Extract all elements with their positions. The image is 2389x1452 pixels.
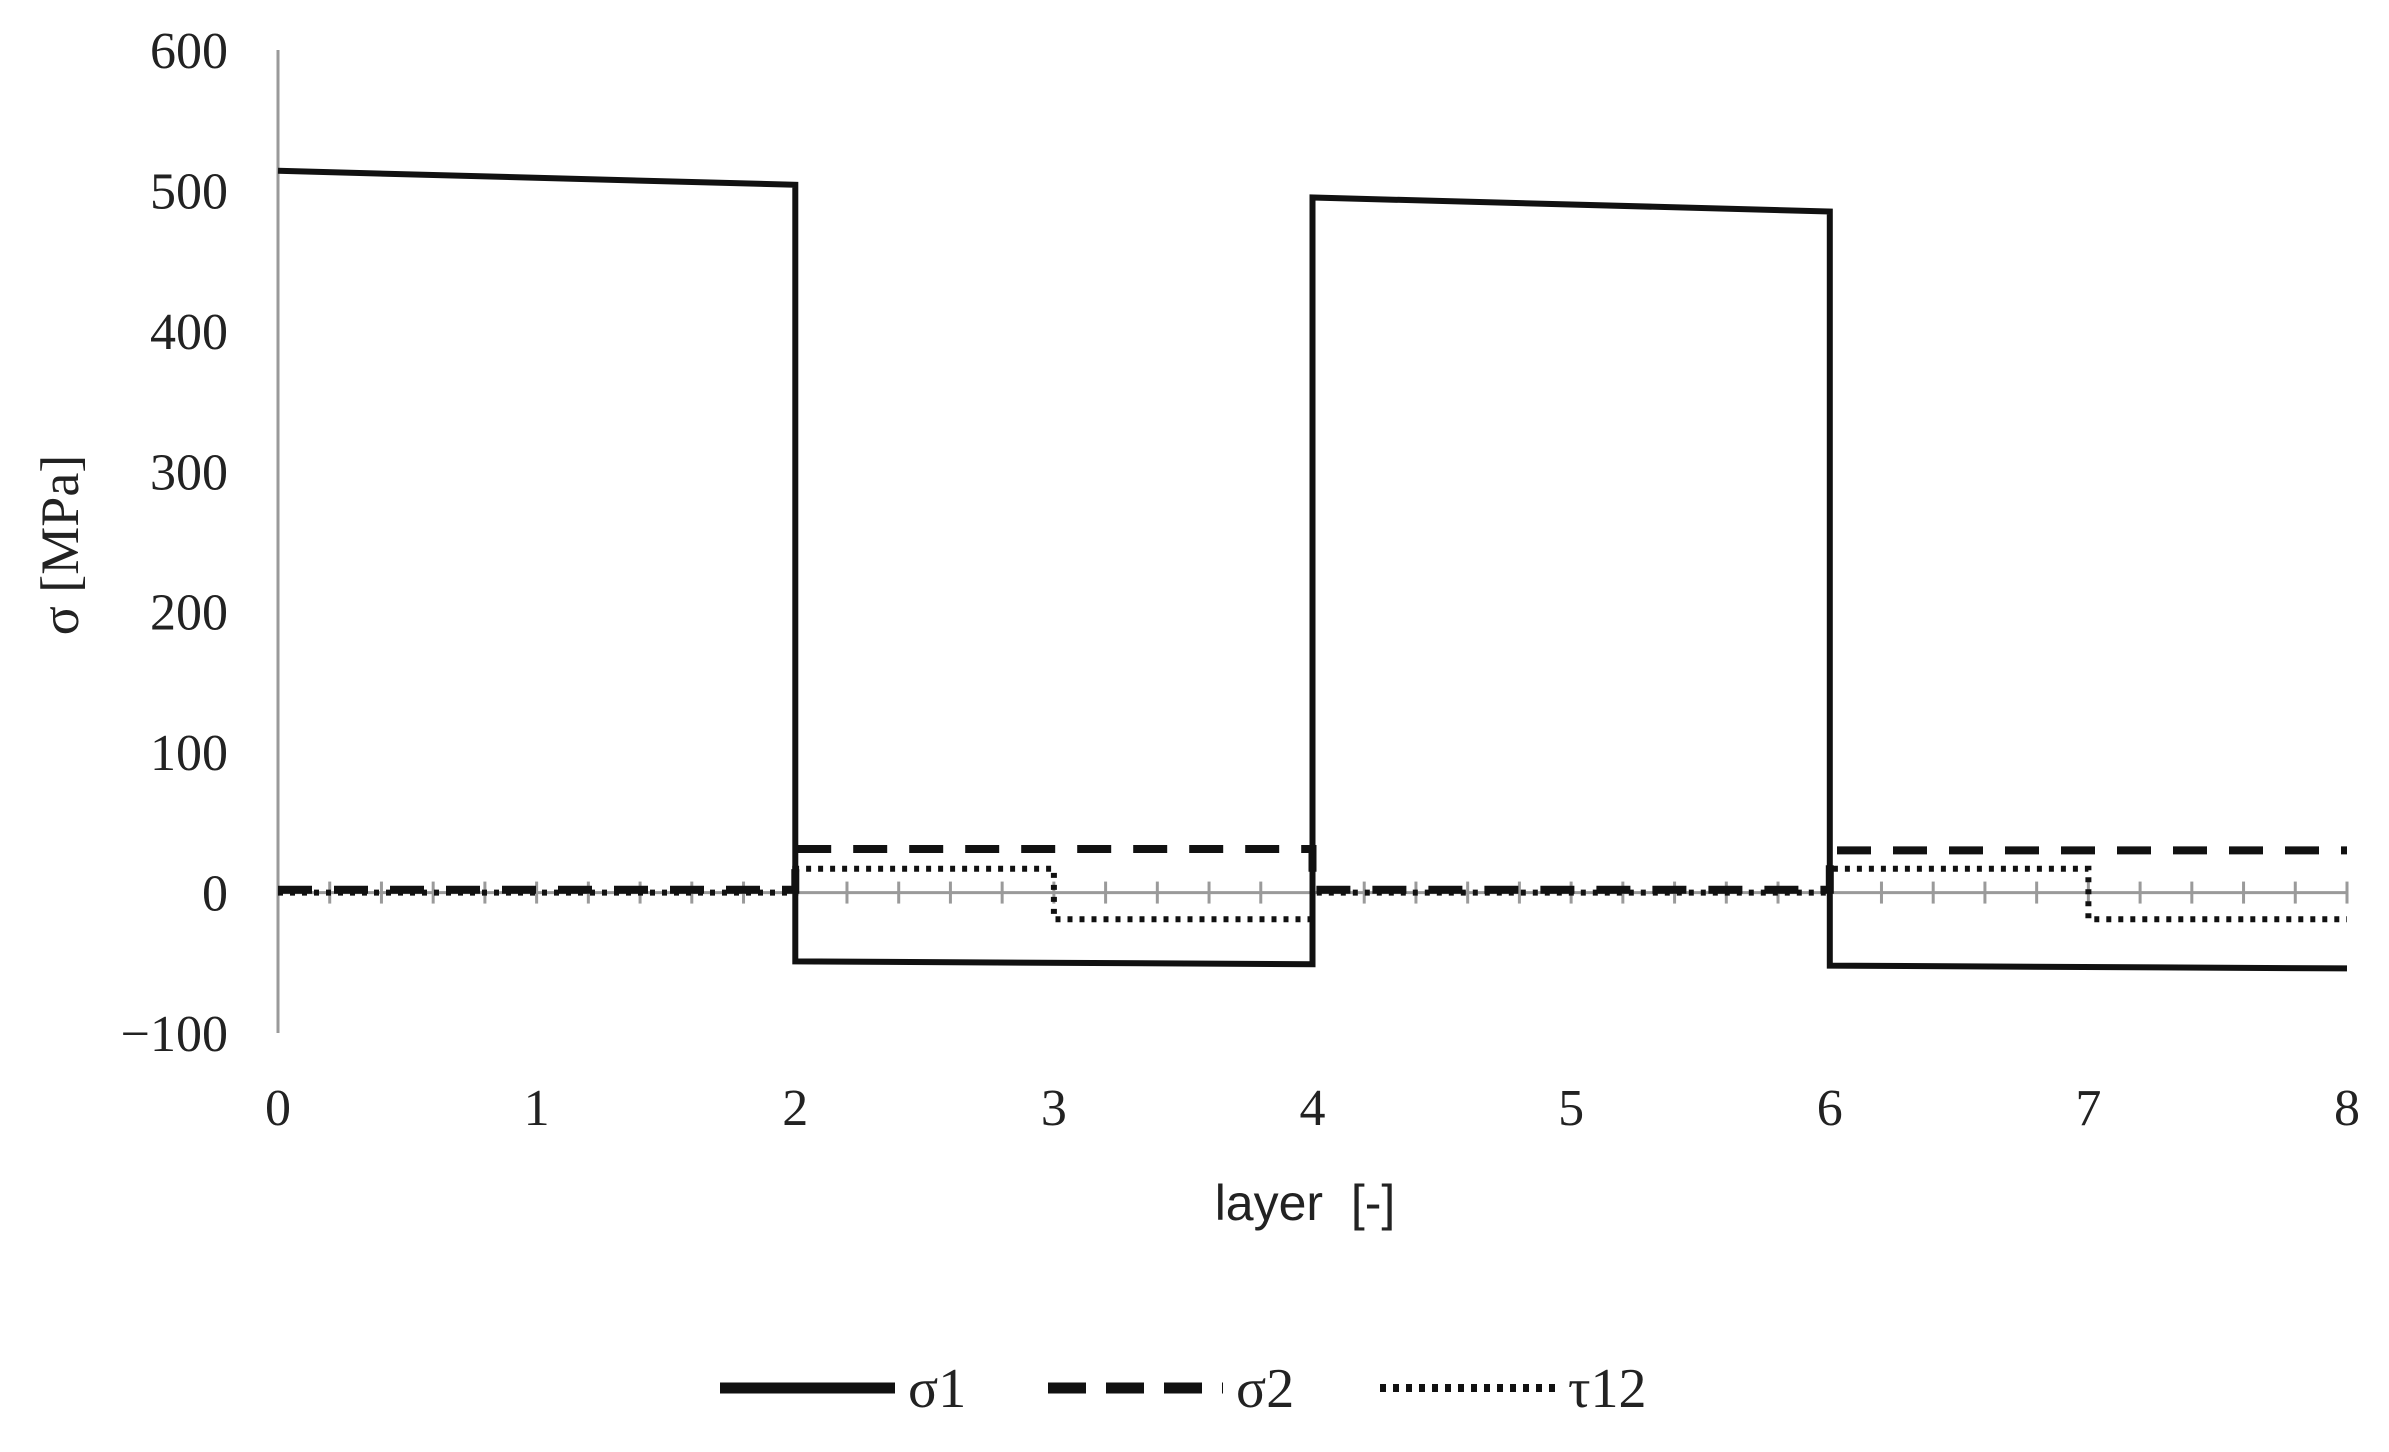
legend-label: σ2	[1236, 1358, 1294, 1420]
legend-label: σ1	[908, 1358, 966, 1420]
y-tick-label: 600	[150, 23, 228, 80]
y-tick-label: 300	[150, 444, 228, 501]
x-tick-label: 4	[1300, 1080, 1326, 1137]
y-tick-label: 500	[150, 163, 228, 220]
x-tick-label: 1	[524, 1080, 550, 1137]
x-tick-label: 8	[2334, 1080, 2360, 1137]
y-axis-title: σ [MPa]	[30, 455, 90, 636]
tick-labels: 600 500 400 300 200 100 0 −100 0 1 2 3 4 5 6 7 8	[121, 23, 2360, 1137]
y-tick-label: 0	[202, 866, 228, 923]
y-tick-label: −100	[121, 1006, 228, 1063]
x-tick-label: 7	[2075, 1080, 2101, 1137]
x-tick-label: 3	[1041, 1080, 1067, 1137]
y-tick-label: 400	[150, 304, 228, 361]
x-tick-label: 0	[265, 1080, 291, 1137]
legend: σ1 σ2 τ12	[720, 1358, 1647, 1420]
x-axis-title: layer [-]	[1215, 1175, 1396, 1231]
plot-area	[277, 167, 2348, 972]
x-tick-label: 5	[1558, 1080, 1584, 1137]
y-tick-label: 200	[150, 585, 228, 642]
x-tick-label: 6	[1817, 1080, 1843, 1137]
legend-label: τ12	[1568, 1358, 1647, 1420]
y-tick-label: 100	[150, 725, 228, 782]
series-line-1	[277, 167, 2348, 972]
x-tick-label: 2	[782, 1080, 808, 1137]
